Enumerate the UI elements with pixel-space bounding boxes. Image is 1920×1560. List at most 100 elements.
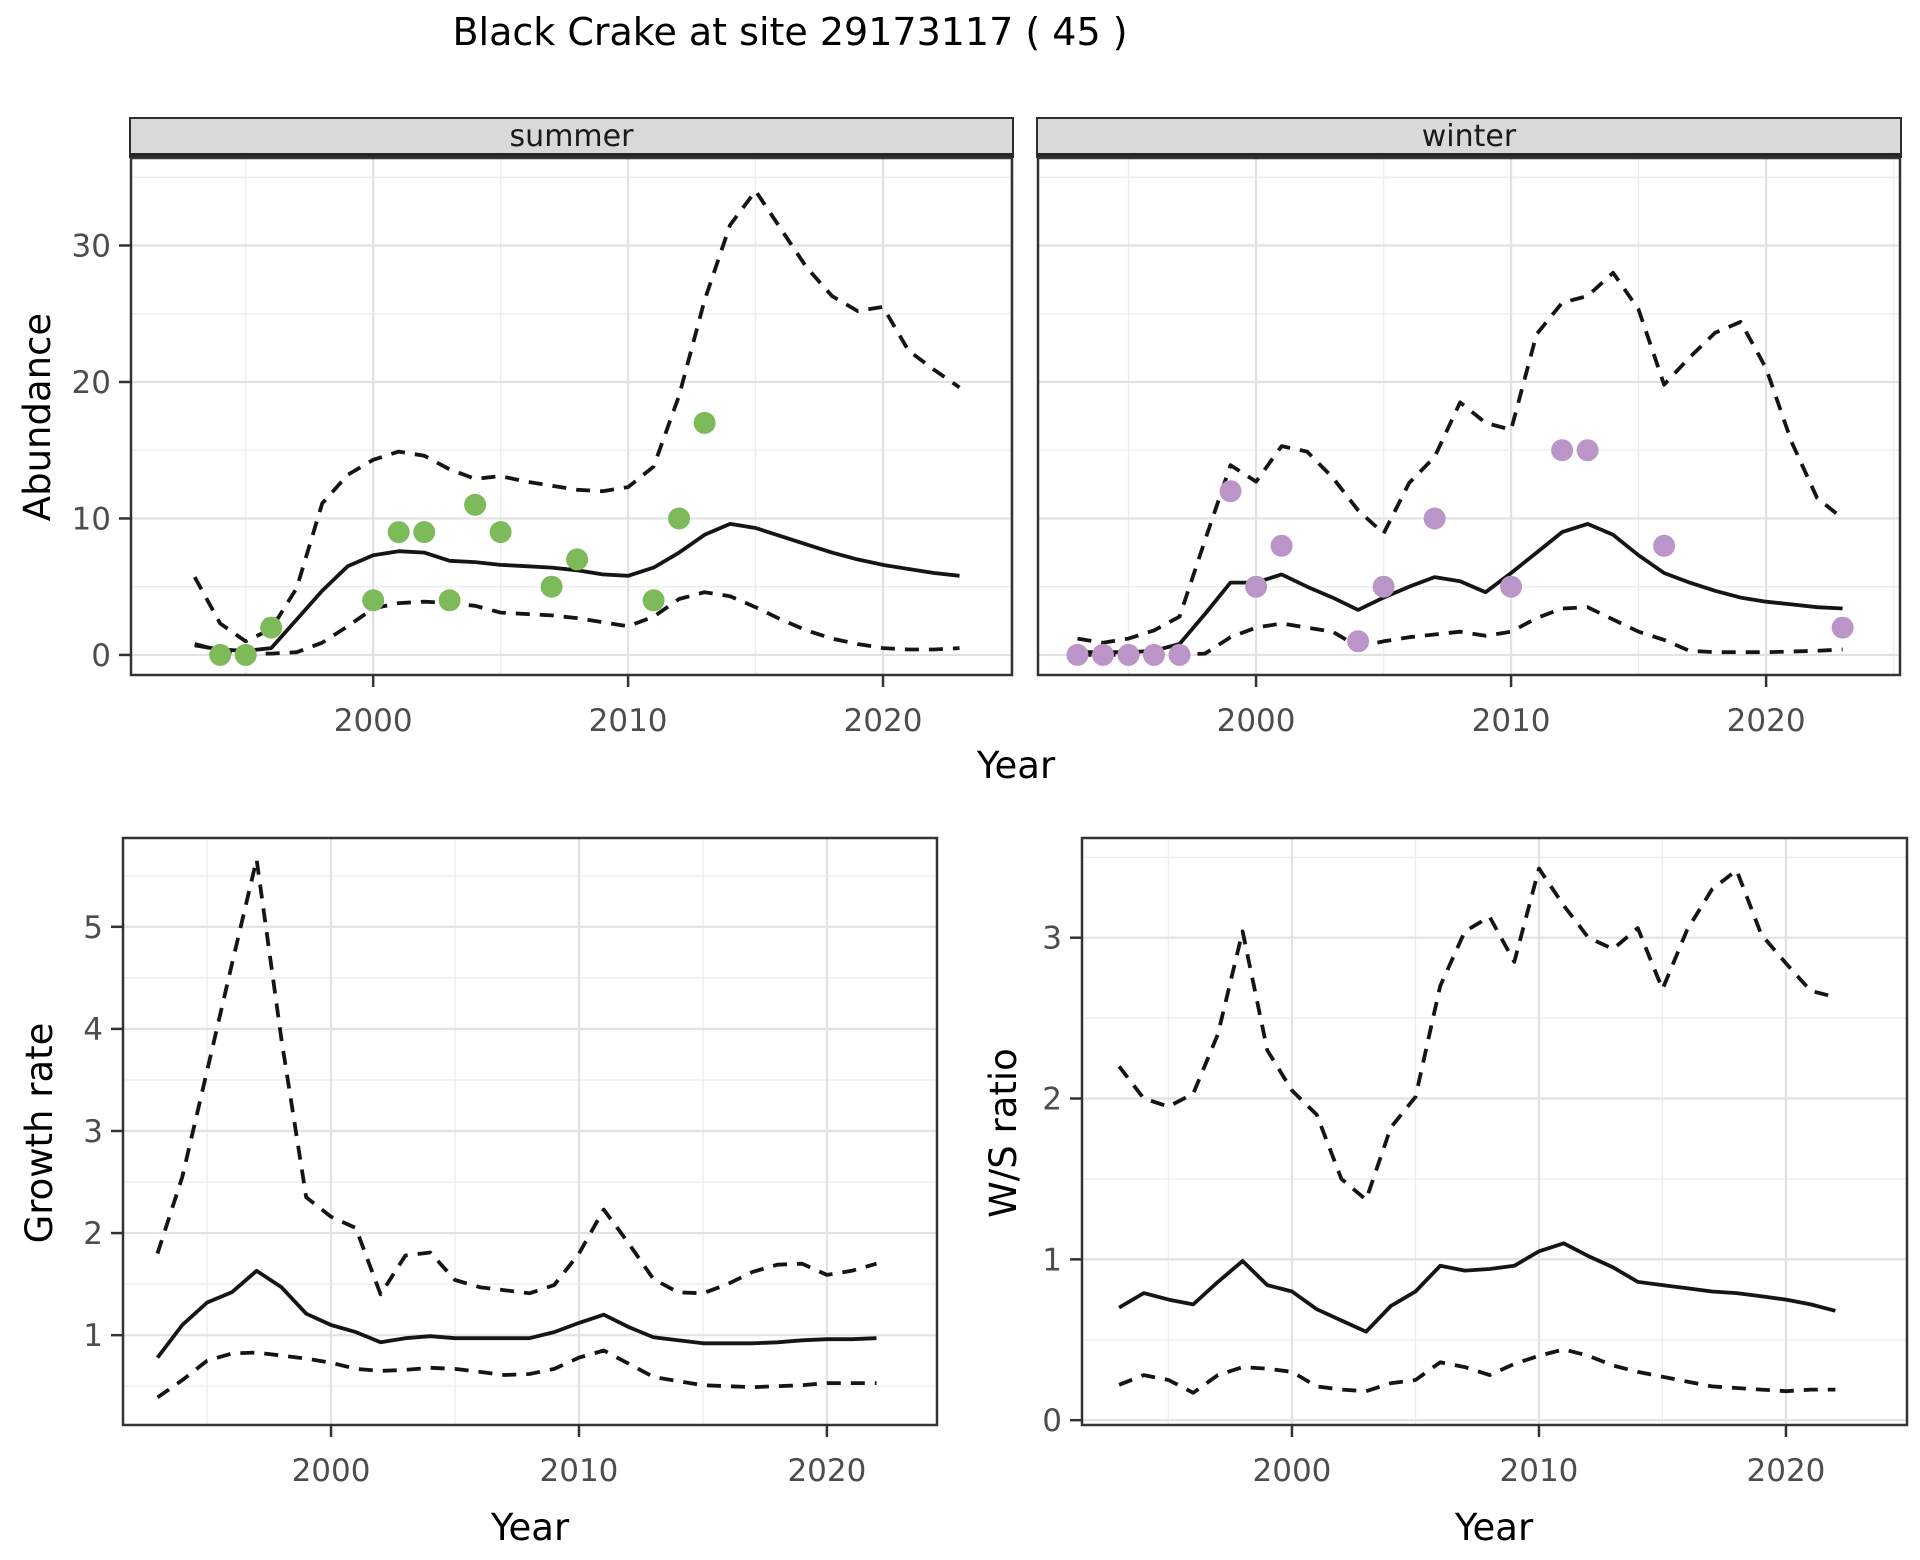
winter-data-point [1168,643,1191,666]
winter-x-tick-label: 2010 [1472,703,1551,739]
summer-data-points [209,411,716,666]
summer-data-point [260,616,283,639]
growth-grid-minor [123,838,937,1425]
winter-data-point [1066,643,1089,666]
ws-y-tick-label: 2 [1042,1082,1062,1118]
winter-data-point [1576,439,1599,462]
summer-panel-border [129,156,1014,677]
summer-y-tick-label: 30 [72,228,111,264]
winter-x-axis: 2000 2010 2020 [1217,675,1806,739]
summer-x-tick-label: 2020 [844,703,923,739]
panel-growth-rate: 2000 2010 2020 1 2 3 4 5 [83,836,939,1489]
winter-data-point [1270,534,1293,557]
growth-lower-ci-line [156,1348,877,1399]
summer-data-point [693,411,716,434]
winter-data-point [1347,630,1370,653]
summer-data-point [387,521,410,544]
winter-data-point [1245,575,1268,598]
summer-data-point [668,507,691,530]
panel-ws-ratio: 2000 2010 2020 0 1 2 3 [1042,836,1909,1489]
winter-plot-background [1038,158,1900,675]
panel-abundance-summer: 2000 2010 2020 0 10 20 30 [72,156,1014,739]
ws-y-tick-label: 1 [1042,1242,1062,1278]
summer-y-tick-label: 20 [72,365,111,401]
summer-grid-minor [131,158,1012,675]
summer-data-point [413,521,436,544]
growth-y-tick-label: 2 [83,1216,103,1252]
growth-x-tick-label: 2010 [540,1453,619,1489]
growth-estimate-line [155,1268,877,1359]
y-axis-title-abundance: Abundance [16,312,59,522]
growth-upper-ci-line [155,857,878,1297]
ws-estimate-line [1118,1241,1836,1334]
growth-x-tick-label: 2020 [787,1453,866,1489]
ws-x-tick-label: 2010 [1500,1453,1579,1489]
facet-strip-summer-label: summer [509,118,634,154]
summer-x-tick-label: 2010 [589,703,668,739]
growth-grid-major [123,838,937,1425]
summer-data-point [540,575,563,598]
summer-y-tick-label: 0 [91,638,111,674]
winter-x-tick-label: 2000 [1217,703,1296,739]
summer-y-axis: 0 10 20 30 [72,228,131,674]
ws-grid-minor [1082,838,1907,1425]
panel-abundance-winter: 2000 2010 2020 [1036,156,1902,739]
winter-data-point [1653,534,1676,557]
facet-strip-summer: summer [129,117,1014,158]
summer-plot-background [131,158,1012,675]
winter-x-tick-label: 2020 [1727,703,1806,739]
summer-data-point [464,493,487,516]
x-axis-title-growth: Year [490,1506,570,1549]
winter-panel-border [1036,156,1902,677]
ws-panel-border [1080,836,1909,1427]
summer-y-tick-label: 10 [72,501,111,537]
summer-data-point [642,589,665,612]
ws-y-axis: 0 1 2 3 [1042,921,1082,1439]
summer-data-point [362,589,385,612]
chart-title: Black Crake at site 29173117 ( 45 ) [452,10,1128,54]
x-axis-title-top: Year [976,744,1056,787]
growth-y-tick-label: 4 [83,1012,103,1048]
growth-x-tick-label: 2000 [292,1453,371,1489]
summer-lower-ci-line [194,590,960,656]
winter-data-point [1117,643,1140,666]
winter-data-point [1500,575,1523,598]
summer-upper-ci-line [193,189,961,644]
growth-y-tick-label: 3 [83,1114,103,1150]
x-axis-title-ws: Year [1454,1506,1534,1549]
ws-grid-major [1082,838,1907,1425]
ws-lower-ci-line [1118,1347,1836,1395]
growth-y-tick-label: 5 [83,910,103,946]
summer-x-axis: 2000 2010 2020 [334,675,923,739]
winter-data-point [1219,480,1242,503]
ws-x-axis: 2000 2010 2020 [1253,1425,1826,1489]
ws-y-tick-label: 3 [1042,921,1062,957]
winter-data-point [1092,643,1114,666]
growth-y-tick-label: 1 [83,1318,103,1354]
winter-data-point [1831,616,1854,639]
summer-data-point [489,521,512,544]
ws-plot-background [1082,838,1907,1425]
winter-data-points [1066,439,1854,666]
summer-data-point [438,589,461,612]
winter-data-point [1423,507,1446,530]
facet-strip-winter-label: winter [1421,118,1517,154]
growth-y-axis: 1 2 3 4 5 [83,910,123,1354]
ws-x-tick-label: 2000 [1253,1453,1332,1489]
winter-upper-ci-line [1077,270,1844,645]
ws-upper-ci-line [1117,866,1836,1202]
summer-data-point [209,643,232,666]
summer-x-tick-label: 2000 [334,703,413,739]
facet-strip-winter: winter [1036,117,1902,158]
winter-data-point [1551,439,1574,462]
winter-data-point [1143,643,1165,666]
growth-x-axis: 2000 2010 2020 [292,1425,866,1489]
winter-lower-ci-line [1077,605,1843,657]
summer-data-point [234,643,257,666]
ws-y-tick-label: 0 [1042,1403,1062,1439]
winter-data-point [1372,575,1395,598]
winter-estimate-line [1077,522,1843,655]
summer-data-point [566,548,589,571]
ws-x-tick-label: 2020 [1747,1453,1826,1489]
